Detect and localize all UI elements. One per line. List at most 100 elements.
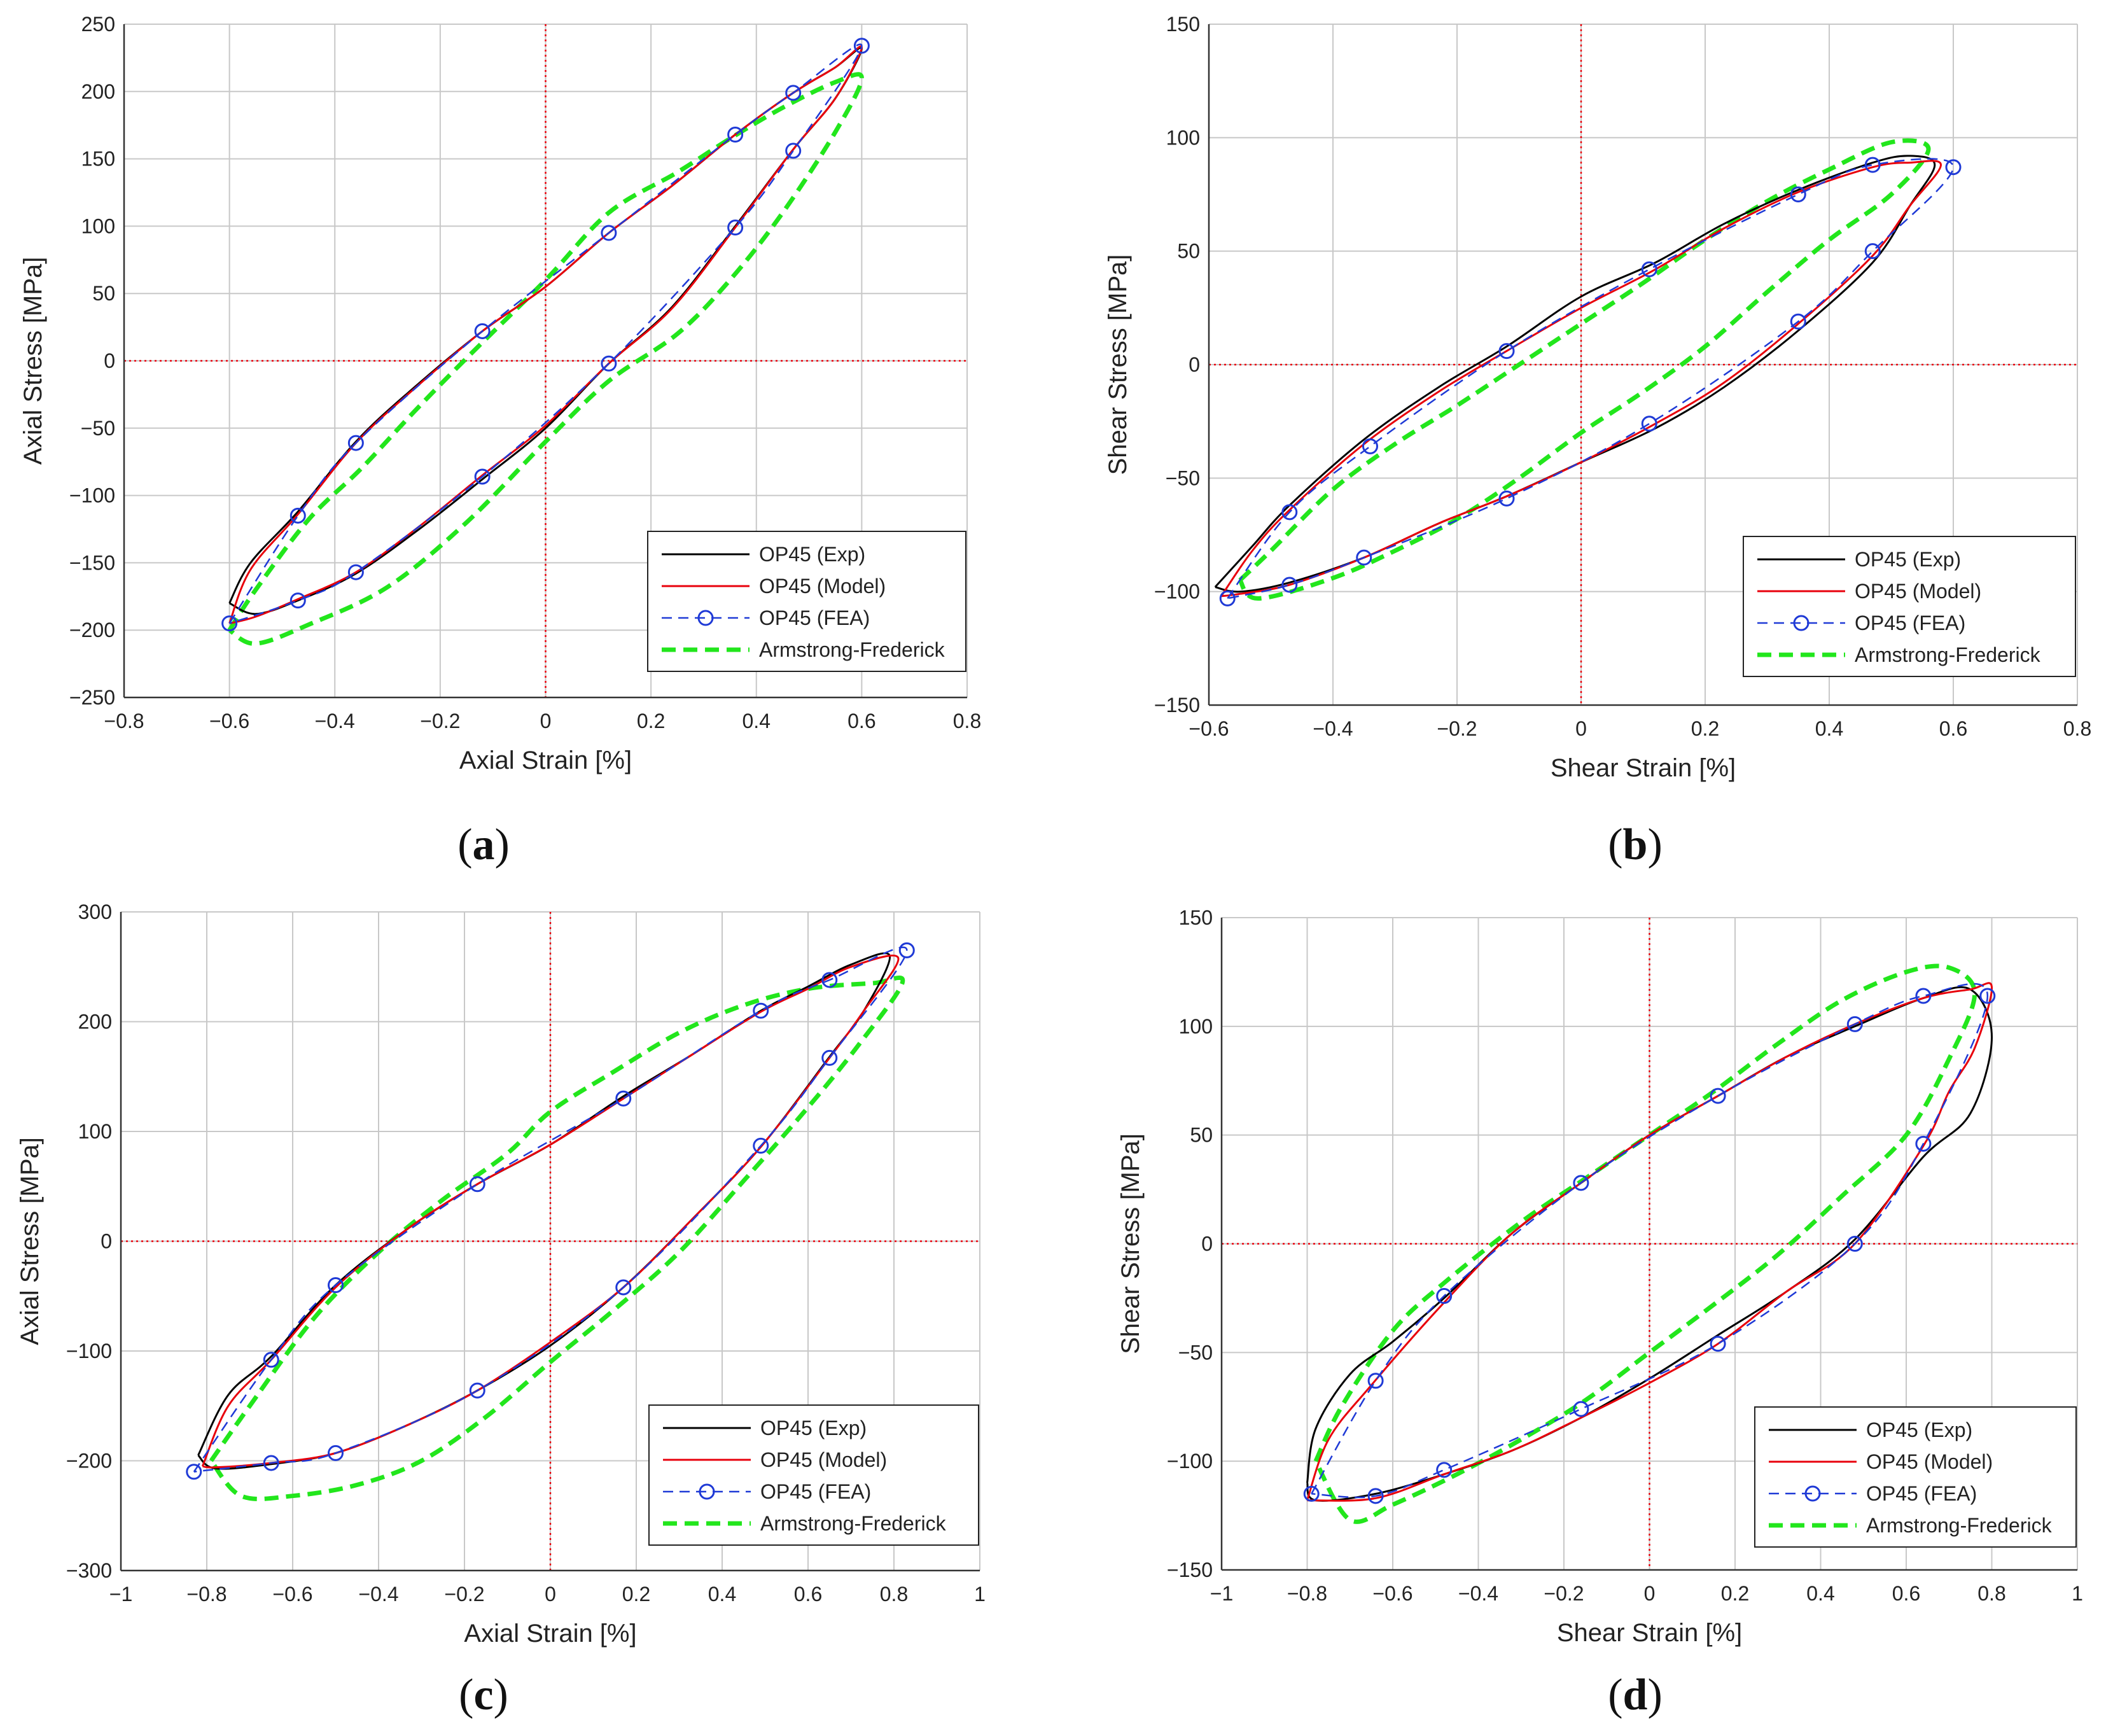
series-af-line: [1313, 963, 1977, 1524]
chart-c: −1 −0.8 −0.6 −0.4 −0.2 0 0.2 0.4 0.6 0.8 1 −300 −200…: [16, 900, 986, 1719]
fea-marker: [821, 1049, 838, 1066]
y-tick-label: 300: [78, 900, 112, 923]
x-tick-label: 0.2: [637, 710, 665, 732]
x-tick-label: −0.2: [1544, 1582, 1584, 1605]
y-tick-label: −200: [66, 1450, 112, 1473]
y-tick-label: 150: [1166, 13, 1200, 36]
x-tick-label: −0.2: [420, 710, 460, 732]
y-tick-label: 100: [1179, 1015, 1213, 1038]
fea-marker: [263, 1352, 279, 1368]
legend-marker-fea: [697, 610, 714, 626]
series-exp-line: [1214, 155, 1936, 593]
series-fea-line: [193, 946, 908, 1473]
legend-marker-fea: [699, 1483, 715, 1500]
x-tick-label: 0.2: [1721, 1582, 1749, 1605]
y-tick-label: −50: [81, 417, 115, 440]
legend-marker-fea: [1793, 615, 1810, 631]
y-tick-label: −200: [69, 619, 115, 641]
y-tick-label: 0: [1189, 353, 1200, 376]
x-tick-label: −0.4: [358, 1583, 398, 1606]
y-tick-label: 250: [81, 13, 115, 36]
fea-marker: [347, 564, 364, 580]
legend-marker-fea: [1804, 1485, 1821, 1502]
x-tick-label: −0.6: [1189, 717, 1229, 740]
fea-marker: [1915, 1135, 1932, 1152]
fea-marker: [474, 468, 491, 485]
fea-marker: [615, 1279, 632, 1296]
fea-marker: [1356, 549, 1372, 566]
legend-label-model: OP45 (Model): [760, 1448, 887, 1471]
x-tick-label: 0.6: [847, 710, 875, 732]
fea-marker: [601, 355, 617, 372]
legend-label-af: Armstrong-Frederick: [1866, 1514, 2053, 1537]
fea-marker: [1367, 1488, 1384, 1504]
fea-marker: [469, 1176, 485, 1193]
y-axis-label: Axial Stress [MPa]: [16, 1137, 44, 1345]
fea-marker: [469, 1382, 485, 1399]
x-tick-label: −0.4: [1313, 717, 1353, 740]
fea-marker: [289, 592, 306, 609]
y-tick-label: −100: [69, 484, 115, 507]
y-tick-label: 50: [92, 282, 115, 305]
fea-marker: [615, 1090, 632, 1107]
fea-marker: [1303, 1485, 1320, 1502]
x-tick-label: −0.2: [1437, 717, 1477, 740]
fea-marker: [328, 1445, 344, 1461]
fea-marker: [753, 1137, 769, 1154]
fea-marker: [785, 85, 802, 101]
y-tick-label: 0: [101, 1230, 112, 1253]
y-tick-label: 0: [1201, 1233, 1213, 1256]
x-tick-label: −0.6: [1372, 1582, 1412, 1605]
panel-caption: (d): [1608, 1670, 1663, 1719]
y-tick-label: 50: [1177, 240, 1200, 263]
y-tick-label: 200: [81, 80, 115, 103]
x-tick-label: 0.4: [743, 710, 771, 732]
series-af-line: [227, 72, 864, 646]
x-tick-label: 0.8: [880, 1583, 908, 1606]
legend: OP45 (Exp) OP45 (Model) OP45 (FEA) Armstron…: [648, 1404, 979, 1546]
series-exp-line: [197, 952, 891, 1470]
x-tick-label: −0.4: [315, 710, 355, 732]
fea-marker: [263, 1455, 279, 1471]
panel-caption: (c): [459, 1670, 508, 1719]
y-tick-label: 150: [1179, 906, 1213, 929]
fea-marker: [785, 143, 802, 159]
legend-label-af: Armstrong-Frederick: [1855, 643, 2041, 666]
y-tick-label: −150: [1167, 1558, 1213, 1581]
fea-marker: [1915, 988, 1932, 1004]
legend-label-fea: OP45 (FEA): [1866, 1482, 1977, 1505]
x-tick-label: −0.2: [444, 1583, 484, 1606]
fea-marker: [221, 615, 238, 632]
x-tick-label: 0.6: [794, 1583, 822, 1606]
y-tick-label: −100: [66, 1340, 112, 1362]
x-tick-label: −0.8: [186, 1583, 227, 1606]
fea-marker: [1641, 416, 1657, 432]
fea-marker: [727, 220, 744, 236]
x-tick-label: 0.4: [1806, 1582, 1834, 1605]
legend-label-af: Armstrong-Frederick: [760, 1512, 947, 1535]
x-tick-label: −1: [1210, 1582, 1233, 1605]
x-tick-label: 0: [1644, 1582, 1656, 1605]
x-tick-label: 0.8: [2063, 717, 2091, 740]
fea-marker: [1362, 438, 1378, 454]
series-fea-line: [1227, 158, 1955, 599]
fea-marker: [1945, 159, 1962, 176]
series-fea-line: [1311, 983, 1989, 1499]
fea-marker: [1790, 186, 1806, 202]
x-tick-label: 0: [1575, 717, 1587, 740]
series-model-line: [1306, 982, 1993, 1502]
fea-marker: [1864, 243, 1881, 260]
x-tick-label: 0.2: [622, 1583, 650, 1606]
legend-label-model: OP45 (Model): [1855, 580, 1981, 603]
y-tick-label: 100: [81, 214, 115, 237]
fea-marker: [753, 1002, 769, 1019]
x-tick-label: −0.6: [209, 710, 249, 732]
series-af-line: [1238, 138, 1931, 601]
y-tick-label: 150: [81, 148, 115, 171]
x-tick-label: 1: [974, 1583, 986, 1606]
fea-marker: [474, 323, 491, 339]
legend-label-exp: OP45 (Exp): [1855, 548, 1961, 571]
chart-d: −1 −0.8 −0.6 −0.4 −0.2 0 0.2 0.4 0.6 0.8 1 −150 −100…: [1117, 906, 2083, 1719]
fea-marker: [1573, 1401, 1589, 1417]
legend-label-exp: OP45 (Exp): [1866, 1418, 1972, 1441]
